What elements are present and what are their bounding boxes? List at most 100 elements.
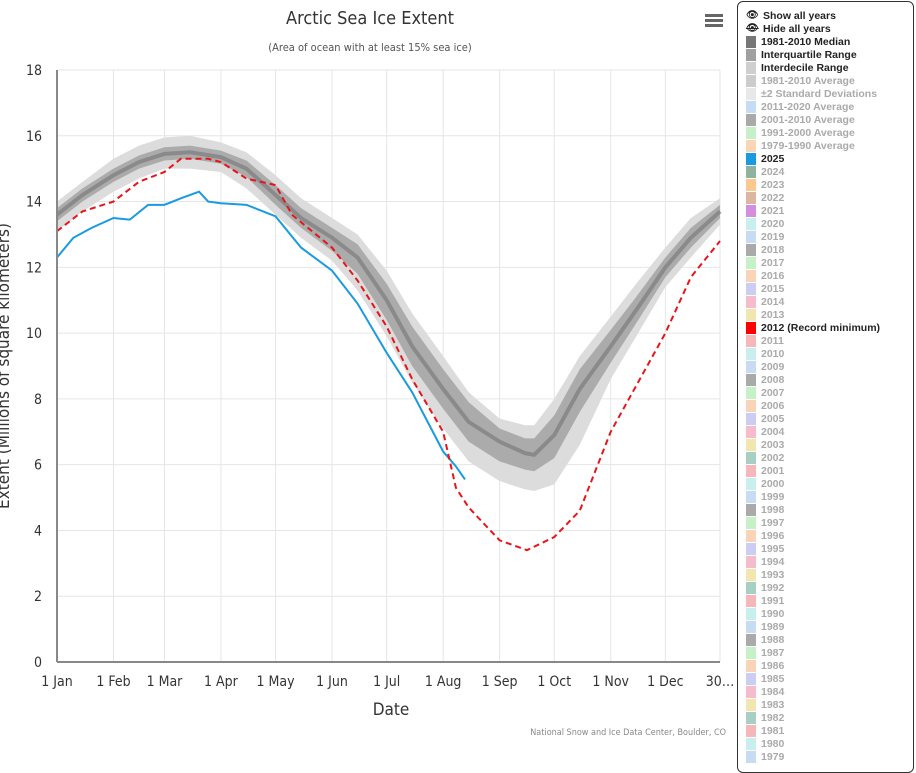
legend-item[interactable]: 1999: [746, 490, 784, 503]
legend-label: 2022: [761, 191, 785, 204]
legend-item[interactable]: 1991: [746, 594, 784, 607]
legend-swatch: [746, 464, 756, 477]
legend-swatch: [746, 191, 756, 204]
sea-ice-chart: Arctic Sea Ice Extent (Area of ocean wit…: [0, 8, 735, 738]
legend-item[interactable]: 1989: [746, 620, 784, 633]
legend-item[interactable]: 1983: [746, 698, 784, 711]
legend-item[interactable]: 1993: [746, 568, 784, 581]
legend-item[interactable]: 2014: [746, 295, 784, 308]
legend-item[interactable]: 1988: [746, 633, 784, 646]
legend-swatch: [746, 633, 756, 646]
legend-item[interactable]: 1980: [746, 737, 784, 750]
legend-swatch: [746, 243, 756, 256]
legend-swatch: [746, 659, 756, 672]
legend-item[interactable]: 2017: [746, 256, 784, 269]
legend-item[interactable]: ±2 Standard Deviations: [746, 87, 877, 100]
x-tick-label: 1 Dec: [647, 674, 683, 690]
legend-item[interactable]: 1987: [746, 646, 784, 659]
legend-item[interactable]: 2025: [746, 152, 784, 165]
legend-item[interactable]: 2008: [746, 373, 784, 386]
legend-item[interactable]: 1996: [746, 529, 784, 542]
legend-swatch: [746, 373, 756, 386]
legend-item[interactable]: 2002: [746, 451, 784, 464]
legend-swatch: [746, 61, 756, 74]
show-all-years-button[interactable]: 👁 Show all years: [746, 9, 836, 22]
legend-item[interactable]: 2022: [746, 191, 784, 204]
legend-label: 2011-2020 Average: [761, 100, 855, 113]
hamburger-icon[interactable]: [705, 14, 723, 29]
legend-item[interactable]: 2003: [746, 438, 784, 451]
legend-item[interactable]: 2023: [746, 178, 784, 191]
y-tick-label: 14: [26, 195, 42, 211]
legend-item[interactable]: 1985: [746, 672, 784, 685]
legend-item[interactable]: 2005: [746, 412, 784, 425]
legend-item[interactable]: 1992: [746, 581, 784, 594]
legend-label: 1987: [761, 646, 785, 659]
legend-item[interactable]: 2001-2010 Average: [746, 113, 855, 126]
legend-item[interactable]: 2004: [746, 425, 784, 438]
legend-item[interactable]: 2018: [746, 243, 784, 256]
legend-label: 1995: [761, 542, 785, 555]
legend-label: 1990: [761, 607, 785, 620]
legend-item[interactable]: 1995: [746, 542, 784, 555]
y-tick-label: 16: [26, 129, 42, 145]
legend-swatch: [746, 204, 756, 217]
legend-item[interactable]: 2012 (Record minimum): [746, 321, 880, 334]
legend-swatch: [746, 152, 756, 165]
legend-swatch: [746, 87, 756, 100]
y-tick-label: 0: [34, 655, 42, 671]
legend-item[interactable]: 2019: [746, 230, 784, 243]
legend-item[interactable]: 2015: [746, 282, 784, 295]
y-tick-label: 2: [34, 589, 42, 605]
legend-item[interactable]: 2006: [746, 399, 784, 412]
legend-item[interactable]: 1981-2010 Average: [746, 74, 855, 87]
legend-label: 2014: [761, 295, 785, 308]
legend-label: 2000: [761, 477, 785, 490]
legend-item[interactable]: 1997: [746, 516, 784, 529]
legend-item[interactable]: 1991-2000 Average: [746, 126, 855, 139]
legend-item[interactable]: 2024: [746, 165, 784, 178]
interquartile-band: [57, 145, 720, 472]
x-tick-label: 1 Jul: [373, 674, 400, 690]
legend-swatch: [746, 555, 756, 568]
legend-item[interactable]: 2011: [746, 334, 784, 347]
legend-label: 1996: [761, 529, 785, 542]
legend-swatch: [746, 308, 756, 321]
legend-label: 2024: [761, 165, 785, 178]
legend-item[interactable]: 1994: [746, 555, 784, 568]
legend-swatch: [746, 646, 756, 659]
legend-label: Interquartile Range: [761, 48, 857, 61]
legend-item[interactable]: 1981-2010 Median: [746, 35, 850, 48]
legend-item[interactable]: 2001: [746, 464, 784, 477]
legend-item[interactable]: 2020: [746, 217, 784, 230]
legend-item[interactable]: 2021: [746, 204, 784, 217]
legend-item[interactable]: 2000: [746, 477, 784, 490]
legend-item[interactable]: 1984: [746, 685, 784, 698]
legend-item[interactable]: 2013: [746, 308, 784, 321]
y-tick-label: 8: [34, 392, 42, 408]
legend-item[interactable]: 1981: [746, 724, 784, 737]
x-tick-label: 1 Jun: [316, 674, 348, 690]
x-tick-label: 30…: [706, 674, 735, 690]
legend-item[interactable]: 1998: [746, 503, 784, 516]
legend-item[interactable]: 2016: [746, 269, 784, 282]
legend-item[interactable]: 2011-2020 Average: [746, 100, 854, 113]
legend-swatch: [746, 360, 756, 373]
y-axis-title: Extent (Millions of square kilometers): [0, 223, 14, 509]
legend-item[interactable]: 1990: [746, 607, 784, 620]
legend-swatch: [746, 568, 756, 581]
legend-label: 2020: [761, 217, 785, 230]
legend-swatch: [746, 399, 756, 412]
legend-item[interactable]: 1979-1990 Average: [746, 139, 855, 152]
legend-swatch: [746, 425, 756, 438]
legend-item[interactable]: 1986: [746, 659, 784, 672]
legend-item[interactable]: 2009: [746, 360, 784, 373]
legend-item[interactable]: 2007: [746, 386, 784, 399]
hide-all-years-button[interactable]: 👁 Hide all years: [746, 22, 831, 35]
legend-item[interactable]: 1982: [746, 711, 784, 724]
legend-item[interactable]: Interquartile Range: [746, 48, 857, 61]
legend-item[interactable]: 2010: [746, 347, 784, 360]
legend-swatch: [746, 451, 756, 464]
legend-item[interactable]: Interdecile Range: [746, 61, 849, 74]
legend-swatch: [746, 698, 756, 711]
